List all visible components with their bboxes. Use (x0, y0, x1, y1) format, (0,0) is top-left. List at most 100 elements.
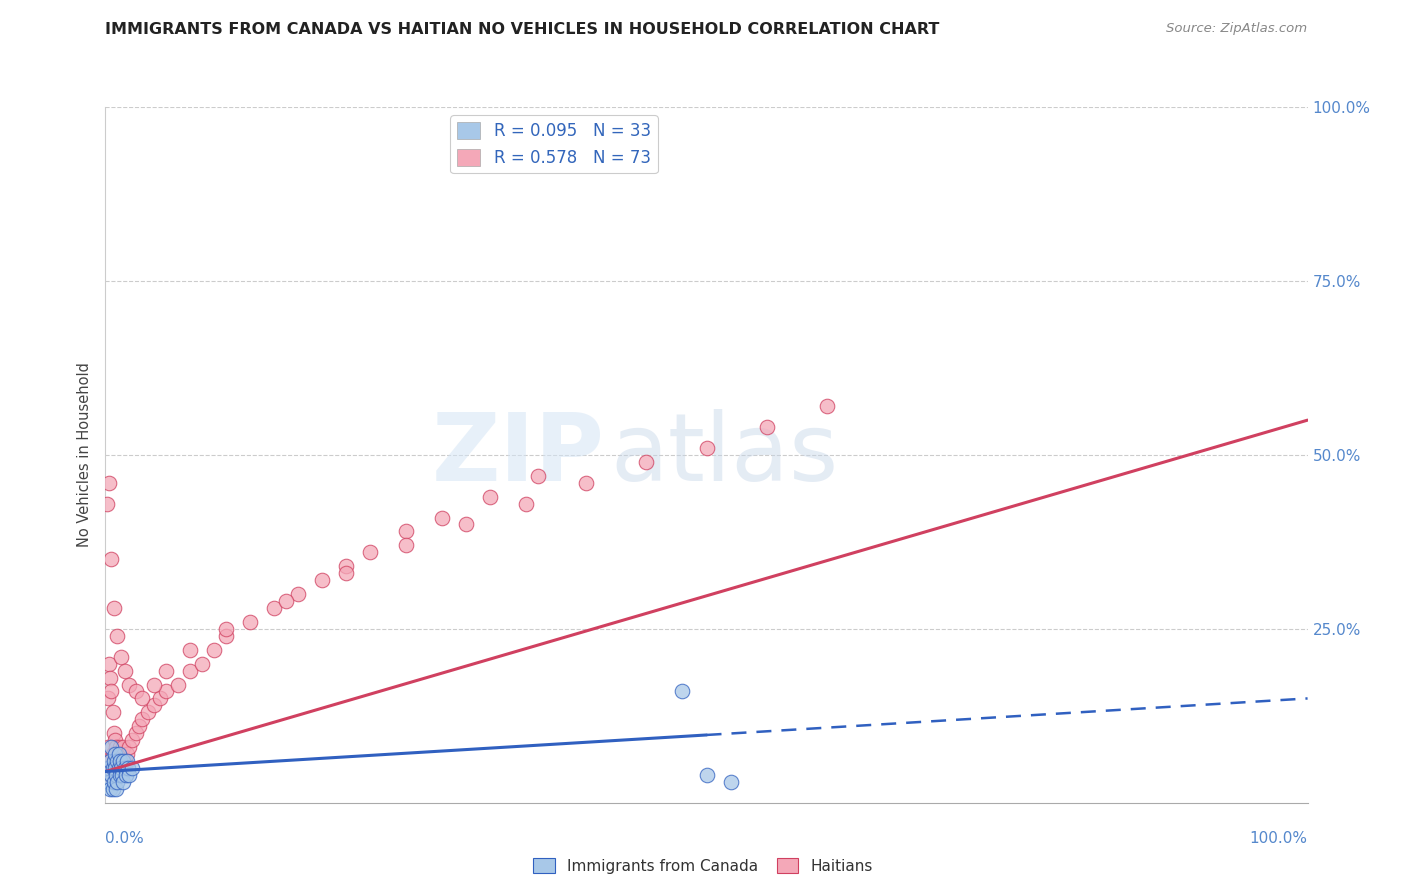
Point (696, 768, 718, 782)
Point (335, 566, 357, 581)
Legend: R = 0.095   N = 33, R = 0.578   N = 73: R = 0.095 N = 33, R = 0.578 N = 73 (450, 115, 658, 173)
Text: IMMIGRANTS FROM CANADA VS HAITIAN NO VEHICLES IN HOUSEHOLD CORRELATION CHART: IMMIGRANTS FROM CANADA VS HAITIAN NO VEH… (105, 22, 939, 37)
Point (100, 768, 122, 782)
Point (112, 775, 135, 789)
Text: atlas: atlas (610, 409, 838, 501)
Point (115, 768, 138, 782)
Point (105, 768, 128, 782)
Point (100, 768, 122, 782)
Point (118, 768, 141, 782)
Point (214, 629, 236, 643)
Text: Source: ZipAtlas.com: Source: ZipAtlas.com (1167, 22, 1308, 36)
Point (104, 733, 127, 747)
Point (98, 475, 121, 490)
Point (118, 740, 141, 755)
Point (107, 775, 129, 789)
Point (274, 594, 297, 608)
Point (166, 677, 188, 691)
Point (101, 747, 124, 761)
Point (103, 726, 125, 740)
Point (103, 775, 125, 789)
Point (148, 691, 170, 706)
Legend: Immigrants from Canada, Haitians: Immigrants from Canada, Haitians (527, 852, 879, 880)
Point (98, 775, 121, 789)
Point (98, 754, 121, 768)
Point (720, 775, 742, 789)
Point (98, 657, 121, 671)
Point (114, 664, 136, 678)
Point (98, 671, 121, 685)
Point (105, 768, 128, 782)
Point (103, 761, 125, 775)
Point (155, 684, 177, 698)
Point (136, 706, 159, 720)
Point (121, 733, 143, 747)
Point (335, 559, 357, 574)
Point (287, 587, 309, 601)
Point (101, 781, 124, 796)
Point (104, 747, 127, 761)
Point (103, 601, 125, 615)
Point (115, 747, 138, 761)
Point (815, 399, 838, 413)
Point (142, 698, 165, 713)
Point (114, 761, 136, 775)
Point (131, 691, 153, 706)
Point (107, 747, 129, 761)
Point (105, 781, 128, 796)
Point (107, 747, 129, 761)
Point (636, 455, 658, 469)
Point (112, 740, 135, 755)
Point (128, 719, 150, 733)
Point (111, 747, 134, 761)
Point (98, 754, 121, 768)
Point (202, 642, 225, 657)
Point (117, 761, 139, 775)
Point (98, 781, 121, 796)
Point (112, 754, 135, 768)
Point (100, 740, 122, 755)
Point (214, 622, 236, 636)
Point (118, 677, 141, 691)
Point (124, 726, 146, 740)
Point (142, 677, 165, 691)
Point (101, 706, 124, 720)
Text: 100.0%: 100.0% (1250, 831, 1308, 846)
Point (696, 441, 718, 455)
Point (100, 684, 122, 698)
Point (97, 691, 120, 706)
Point (131, 712, 153, 726)
Point (575, 475, 598, 490)
Point (107, 761, 129, 775)
Point (108, 740, 131, 755)
Point (121, 761, 143, 775)
Point (107, 629, 129, 643)
Point (263, 601, 285, 615)
Point (239, 615, 262, 629)
Point (110, 761, 132, 775)
Point (97, 761, 120, 775)
Point (527, 468, 550, 483)
Point (110, 649, 132, 664)
Point (97, 740, 120, 755)
Point (115, 754, 138, 768)
Point (179, 664, 201, 678)
Point (311, 573, 333, 587)
Point (190, 657, 212, 671)
Point (515, 497, 537, 511)
Point (179, 642, 201, 657)
Point (104, 761, 127, 775)
Y-axis label: No Vehicles in Household: No Vehicles in Household (77, 362, 93, 548)
Text: 0.0%: 0.0% (105, 831, 145, 846)
Point (108, 754, 131, 768)
Point (430, 510, 453, 524)
Point (110, 754, 132, 768)
Point (124, 684, 146, 698)
Point (479, 490, 502, 504)
Point (114, 754, 136, 768)
Point (107, 754, 129, 768)
Point (155, 664, 177, 678)
Point (100, 552, 122, 566)
Point (395, 538, 418, 552)
Point (671, 684, 693, 698)
